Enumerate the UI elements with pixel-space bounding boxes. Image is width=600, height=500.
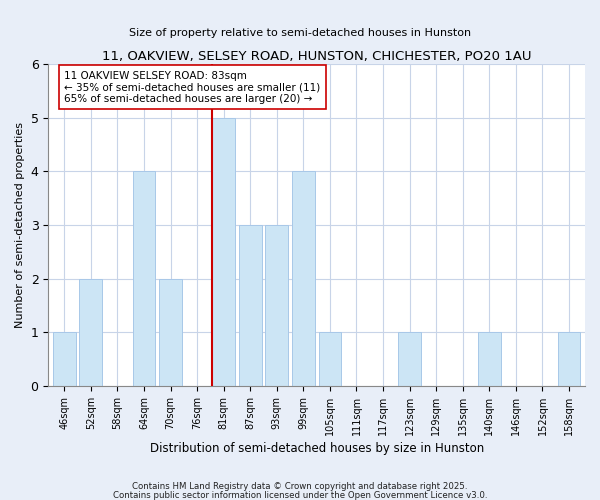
Bar [558, 332, 580, 386]
Bar [79, 278, 102, 386]
Text: Contains HM Land Registry data © Crown copyright and database right 2025.: Contains HM Land Registry data © Crown c… [132, 482, 468, 491]
Text: 11 OAKVIEW SELSEY ROAD: 83sqm
← 35% of semi-detached houses are smaller (11)
65%: 11 OAKVIEW SELSEY ROAD: 83sqm ← 35% of s… [64, 70, 320, 104]
Bar [398, 332, 421, 386]
X-axis label: Distribution of semi-detached houses by size in Hunston: Distribution of semi-detached houses by … [149, 442, 484, 455]
Text: Size of property relative to semi-detached houses in Hunston: Size of property relative to semi-detach… [129, 28, 471, 38]
Bar [53, 332, 76, 386]
Bar [292, 172, 314, 386]
Bar [212, 118, 235, 386]
Bar [319, 332, 341, 386]
Y-axis label: Number of semi-detached properties: Number of semi-detached properties [15, 122, 25, 328]
Bar [478, 332, 500, 386]
Text: Contains public sector information licensed under the Open Government Licence v3: Contains public sector information licen… [113, 490, 487, 500]
Bar [239, 225, 262, 386]
Bar [133, 172, 155, 386]
Bar [159, 278, 182, 386]
Bar [265, 225, 288, 386]
Title: 11, OAKVIEW, SELSEY ROAD, HUNSTON, CHICHESTER, PO20 1AU: 11, OAKVIEW, SELSEY ROAD, HUNSTON, CHICH… [102, 50, 532, 63]
